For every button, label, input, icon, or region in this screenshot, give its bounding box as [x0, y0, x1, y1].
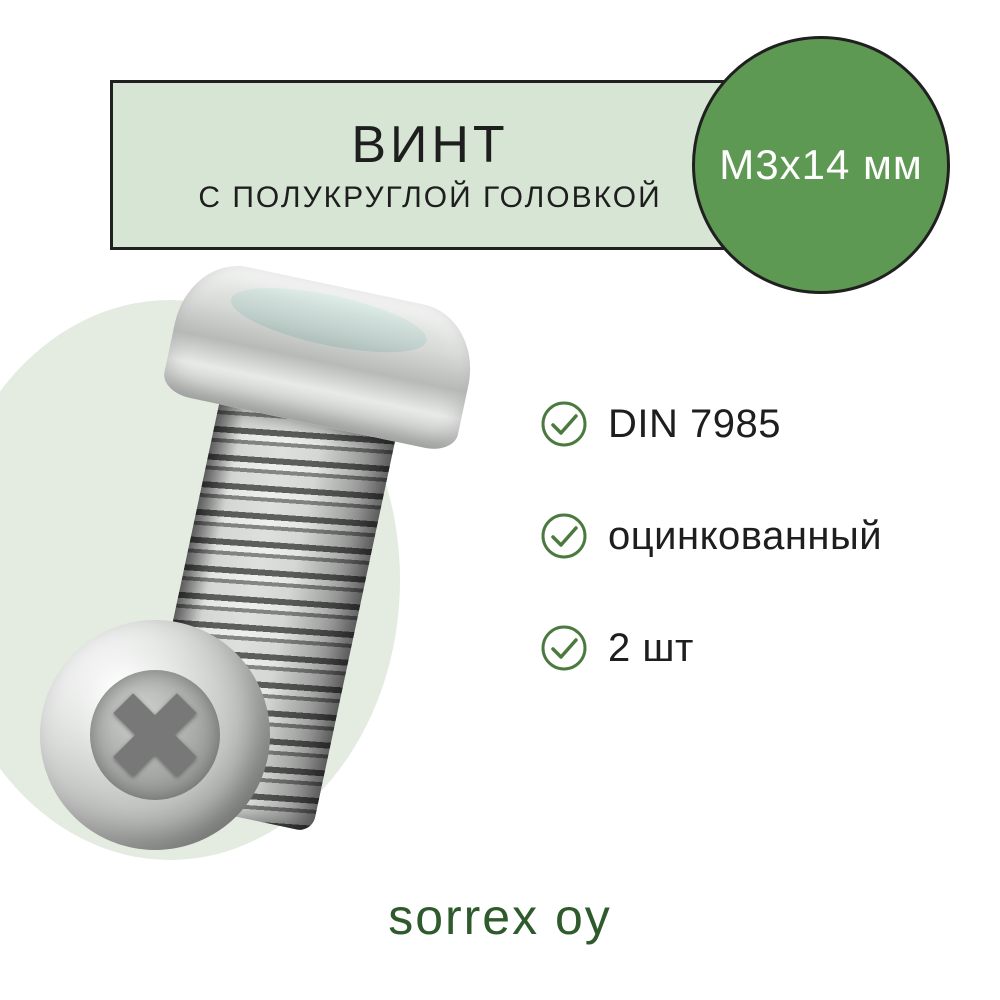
check-icon — [540, 624, 588, 672]
feature-item: оцинкованный — [540, 512, 882, 560]
feature-item: 2 шт — [540, 624, 882, 672]
screw-head — [160, 255, 483, 454]
feature-list: DIN 7985 оцинкованный 2 шт — [540, 400, 882, 672]
feature-item: DIN 7985 — [540, 400, 882, 448]
check-icon — [540, 512, 588, 560]
size-text: М3х14 мм — [719, 141, 922, 189]
feature-label: оцинкованный — [608, 514, 882, 559]
product-title: ВИНТ — [351, 115, 508, 175]
screw-illustration-top — [40, 620, 270, 850]
feature-label: DIN 7985 — [608, 402, 781, 447]
size-badge: М3х14 мм — [692, 36, 950, 294]
brand-name: sorrex oy — [388, 888, 612, 946]
feature-label: 2 шт — [608, 626, 694, 671]
check-icon — [540, 400, 588, 448]
product-subtitle: С ПОЛУКРУГЛОЙ ГОЛОВКОЙ — [198, 181, 661, 215]
header-box: ВИНТ С ПОЛУКРУГЛОЙ ГОЛОВКОЙ — [110, 80, 750, 250]
